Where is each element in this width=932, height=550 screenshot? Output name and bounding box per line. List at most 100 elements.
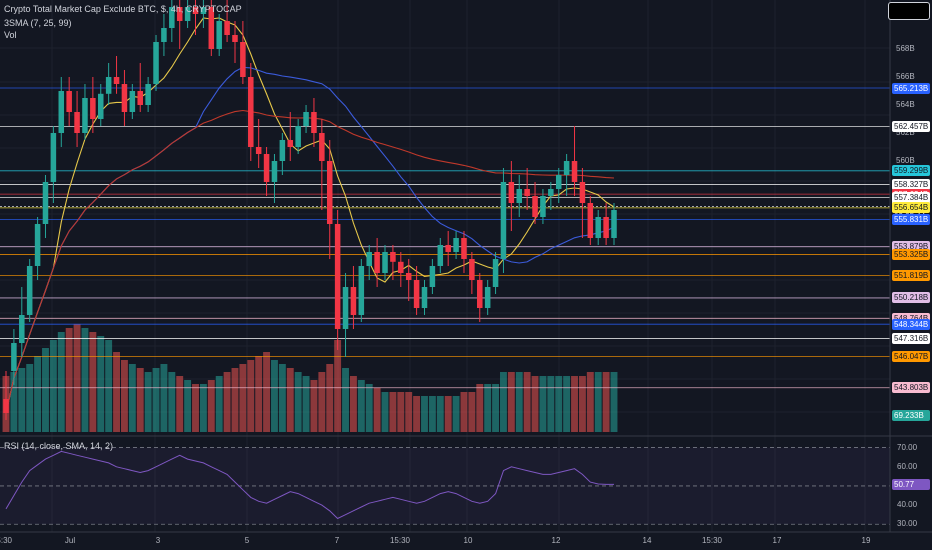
candle-body [11, 343, 17, 371]
volume-bar [610, 372, 618, 432]
volume-bar [397, 392, 405, 432]
y-tick-label: 568B [896, 44, 915, 53]
price-label: 557.384B [892, 192, 930, 204]
price-label: 551.819B [892, 270, 930, 282]
x-tick-label: 3 [155, 536, 161, 545]
volume-bar [326, 364, 334, 432]
volume-bar [207, 380, 215, 432]
volume-value-label: 69.233B [892, 410, 930, 421]
candle-body [145, 84, 151, 105]
volume-bar [555, 376, 563, 432]
sma-line [5, 66, 615, 414]
volume-bar [176, 376, 184, 432]
corner-button[interactable] [888, 2, 930, 20]
candle-body [437, 245, 444, 266]
rsi-value-label: 50.77 [892, 478, 930, 490]
price-label: 546.047B [892, 350, 930, 362]
candle-body [19, 315, 25, 343]
volume-bar [271, 360, 278, 432]
volume-bar [113, 352, 120, 432]
rsi-legend[interactable]: RSI (14, close, SMA, 14, 2) [4, 441, 114, 451]
moving-averages [5, 17, 615, 414]
sma-line [5, 109, 615, 414]
candle-body [358, 266, 365, 315]
volume-bar [26, 364, 34, 432]
volume-bar [484, 384, 492, 432]
volume-bar [81, 328, 89, 432]
x-tick-label: 10 [463, 536, 473, 545]
volume-bar [136, 368, 144, 432]
volume-bar [184, 380, 192, 432]
volume-bar [10, 372, 18, 432]
volume-bar [594, 372, 602, 432]
volume-bar [105, 340, 113, 432]
volume-bar [42, 348, 49, 432]
x-tick-label: 14 [642, 536, 652, 545]
candle-body [137, 91, 143, 105]
volume-bar [602, 372, 610, 432]
candle-body [326, 161, 333, 224]
candle-body [579, 182, 586, 203]
price-label: 565.213B [892, 82, 930, 94]
candle-body [477, 280, 483, 308]
volume-bar [160, 364, 168, 432]
rsi-tick-label: 40.00 [897, 500, 918, 510]
candle-body [50, 133, 57, 182]
candle-body [113, 77, 120, 84]
sma-line [5, 17, 615, 414]
candles [3, 0, 617, 420]
volume-bar [34, 356, 42, 432]
volume-bar [128, 364, 136, 432]
candle-body [374, 252, 380, 273]
volume-bar [120, 360, 128, 432]
volume-bar [389, 392, 397, 432]
candle-body [58, 91, 65, 133]
volume-bar [365, 384, 373, 432]
volume-bar [192, 384, 199, 432]
candle-body [153, 42, 159, 84]
horizontal-price-lines [0, 87, 890, 389]
volume-bar [18, 368, 26, 432]
volume-bar [373, 388, 381, 432]
rsi-line [5, 450, 614, 520]
price-label: 553.879B [892, 241, 930, 253]
candle-body [105, 77, 112, 94]
candle-body [129, 91, 136, 112]
volume-bar [460, 392, 468, 432]
volume-bar [247, 360, 255, 432]
candle-body [176, 7, 183, 21]
volume-bar [334, 340, 342, 432]
candle-body [82, 98, 88, 133]
rsi-panel [0, 447, 890, 525]
candle-body [484, 287, 491, 308]
volume-bar [302, 376, 310, 432]
sma-legend[interactable]: 3SMA (7, 25, 99) [4, 18, 72, 28]
volume-bar [168, 372, 176, 432]
volume-bar [515, 372, 523, 432]
volume-bar [492, 384, 500, 432]
rsi-tick-label: 30.00 [897, 519, 918, 529]
volume-bar [215, 376, 223, 432]
volume-bar [357, 380, 365, 432]
candle-body [169, 7, 175, 28]
candle-body [398, 261, 404, 273]
volume-bar [278, 364, 286, 432]
volume-bar [199, 384, 207, 432]
volume-bar [294, 372, 302, 432]
x-tick-label: 15:30 [701, 536, 723, 545]
volume-bar [578, 376, 586, 432]
chart-title: Crypto Total Market Cap Exclude BTC, $, … [4, 4, 242, 14]
candle-body [255, 147, 262, 154]
price-label: 548.764B [892, 312, 930, 324]
volume-legend[interactable]: Vol [4, 30, 17, 40]
candle-body [563, 161, 570, 175]
candle-body [421, 287, 428, 308]
volume-bar [500, 372, 507, 432]
volume-bar [73, 324, 81, 432]
volume-bar [413, 396, 421, 432]
candle-body [571, 161, 578, 182]
candle-body [208, 7, 215, 49]
candle-body [469, 259, 475, 280]
x-tick-label: 15:30 [0, 536, 13, 545]
